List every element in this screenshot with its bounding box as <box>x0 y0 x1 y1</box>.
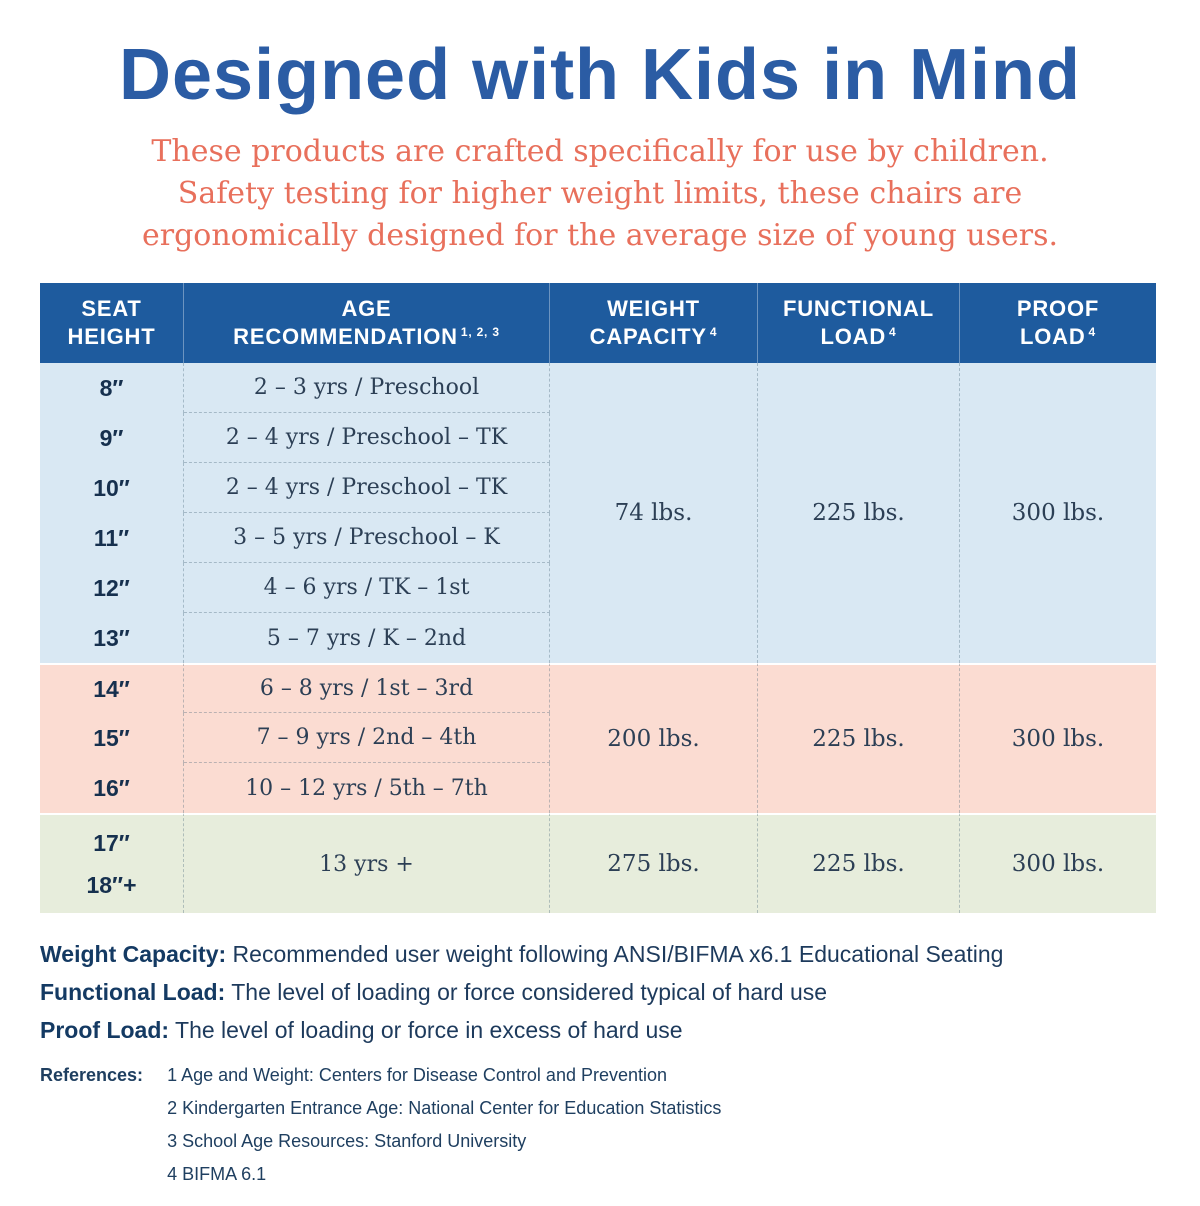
seat-height-cell: 13″ <box>40 613 184 664</box>
weight-capacity-cell: 74 lbs. <box>550 363 758 664</box>
references: References: 1 Age and Weight: Centers fo… <box>40 1062 1160 1187</box>
definition-term: Proof Load: <box>40 1017 170 1044</box>
header-line: AGE <box>341 295 392 321</box>
seat-height-cell: 15″ <box>40 713 184 764</box>
header-line: SEAT <box>81 295 142 321</box>
references-list: 1 Age and Weight: Centers for Disease Co… <box>167 1062 721 1187</box>
col-header-functional-load: FUNCTIONAL LOAD 4 <box>758 283 960 364</box>
age-cell: 10 – 12 yrs / 5th – 7th <box>184 763 550 814</box>
seat-height-cell: 17″ 18″+ <box>40 813 184 914</box>
header-line: WEIGHT <box>607 295 700 321</box>
seat-height-cell: 16″ <box>40 763 184 814</box>
functional-load-cell: 225 lbs. <box>758 663 960 814</box>
header-line: FUNCTIONAL <box>783 295 934 321</box>
functional-load-cell: 225 lbs. <box>758 363 960 664</box>
age-cell: 4 – 6 yrs / TK – 1st <box>184 563 550 614</box>
col-header-seat-height: SEAT HEIGHT <box>40 283 184 364</box>
age-cell: 3 – 5 yrs / Preschool – K <box>184 513 550 564</box>
col-header-proof-load: PROOF LOAD 4 <box>960 283 1156 364</box>
age-cell: 2 – 4 yrs / Preschool – TK <box>184 413 550 464</box>
header-line: HEIGHT <box>67 324 156 350</box>
header-line: PROOF <box>1016 295 1100 321</box>
age-cell: 2 – 3 yrs / Preschool <box>184 363 550 414</box>
page-title: Designed with Kids in Mind <box>119 35 1081 115</box>
age-cell: 2 – 4 yrs / Preschool – TK <box>184 463 550 514</box>
functional-load-cell: 225 lbs. <box>758 813 960 914</box>
seat-height-cell: 11″ <box>40 513 184 564</box>
header-line: LOAD 4 <box>820 324 897 350</box>
header-superscript: 4 <box>889 324 897 339</box>
header-line: CAPACITY 4 <box>589 324 718 350</box>
reference-item: 4 BIFMA 6.1 <box>167 1164 267 1185</box>
definition-line: Weight Capacity: Recommended user weight… <box>40 941 1160 968</box>
age-cell: 13 yrs + <box>184 813 550 914</box>
reference-item: 3 School Age Resources: Stanford Univers… <box>167 1131 527 1152</box>
weight-capacity-cell: 200 lbs. <box>550 663 758 814</box>
seat-height-value: 18″+ <box>86 871 137 898</box>
definition-line: Functional Load: The level of loading or… <box>40 979 1160 1006</box>
seat-height-cell: 8″ <box>40 363 184 414</box>
definition-text: The level of loading or force in excess … <box>175 1017 683 1044</box>
definition-line: Proof Load: The level of loading or forc… <box>40 1017 1160 1044</box>
header-superscript: 1, 2, 3 <box>460 324 500 339</box>
seat-height-value: 17″ <box>93 829 130 856</box>
definition-text: The level of loading or force considered… <box>231 979 828 1006</box>
age-cell: 7 – 9 yrs / 2nd – 4th <box>184 713 550 764</box>
age-cell: 5 – 7 yrs / K – 2nd <box>184 613 550 664</box>
seat-height-cell: 14″ <box>40 663 184 714</box>
col-header-weight-capacity: WEIGHT CAPACITY 4 <box>550 283 758 364</box>
definition-term: Functional Load: <box>40 979 226 1006</box>
header-line: LOAD 4 <box>1019 324 1096 350</box>
reference-item: 1 Age and Weight: Centers for Disease Co… <box>167 1065 668 1086</box>
reference-item: 2 Kindergarten Entrance Age: National Ce… <box>167 1098 722 1119</box>
definition-term: Weight Capacity: <box>40 941 227 968</box>
definition-text: Recommended user weight following ANSI/B… <box>232 941 1004 968</box>
proof-load-cell: 300 lbs. <box>960 663 1156 814</box>
header-superscript: 4 <box>1088 324 1096 339</box>
subtitle-line: ergonomically designed for the average s… <box>141 218 1059 254</box>
weight-capacity-cell: 275 lbs. <box>550 813 758 914</box>
seat-height-cell: 10″ <box>40 463 184 514</box>
proof-load-cell: 300 lbs. <box>960 363 1156 664</box>
proof-load-cell: 300 lbs. <box>960 813 1156 914</box>
subtitle-line: Safety testing for higher weight limits,… <box>177 176 1023 212</box>
subtitle: These products are crafted specifically … <box>40 131 1160 257</box>
col-header-age-recommendation: AGE RECOMMENDATION 1, 2, 3 <box>184 283 550 364</box>
subtitle-line: These products are crafted specifically … <box>151 134 1049 170</box>
seat-height-cell: 12″ <box>40 563 184 614</box>
header-line: RECOMMENDATION 1, 2, 3 <box>233 324 500 350</box>
seat-height-cell: 9″ <box>40 413 184 464</box>
definitions: Weight Capacity: Recommended user weight… <box>40 941 1160 1044</box>
age-cell: 6 – 8 yrs / 1st – 3rd <box>184 663 550 714</box>
spec-table: SEAT HEIGHT AGE RECOMMENDATION 1, 2, 3 WE… <box>40 283 1160 914</box>
references-label: References: <box>40 1065 144 1086</box>
header-superscript: 4 <box>709 324 718 339</box>
